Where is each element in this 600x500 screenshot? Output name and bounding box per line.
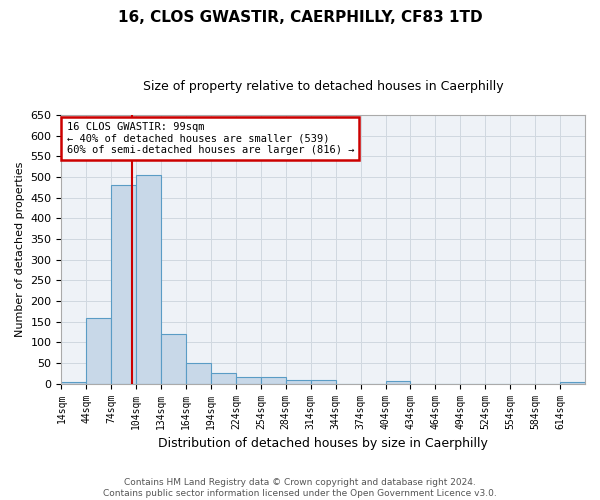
Bar <box>386 381 410 384</box>
Text: Contains HM Land Registry data © Crown copyright and database right 2024.
Contai: Contains HM Land Registry data © Crown c… <box>103 478 497 498</box>
Y-axis label: Number of detached properties: Number of detached properties <box>15 162 25 337</box>
Bar <box>61 382 86 384</box>
Bar <box>211 374 236 384</box>
Bar <box>161 334 186 384</box>
Bar <box>86 318 111 384</box>
Text: 16, CLOS GWASTIR, CAERPHILLY, CF83 1TD: 16, CLOS GWASTIR, CAERPHILLY, CF83 1TD <box>118 10 482 25</box>
Bar <box>111 186 136 384</box>
Bar <box>261 378 286 384</box>
Bar <box>186 363 211 384</box>
Bar <box>286 380 311 384</box>
Bar <box>311 380 335 384</box>
Bar <box>560 382 585 384</box>
X-axis label: Distribution of detached houses by size in Caerphilly: Distribution of detached houses by size … <box>158 437 488 450</box>
Bar <box>136 175 161 384</box>
Bar <box>236 378 261 384</box>
Title: Size of property relative to detached houses in Caerphilly: Size of property relative to detached ho… <box>143 80 503 93</box>
Text: 16 CLOS GWASTIR: 99sqm
← 40% of detached houses are smaller (539)
60% of semi-de: 16 CLOS GWASTIR: 99sqm ← 40% of detached… <box>67 122 354 155</box>
